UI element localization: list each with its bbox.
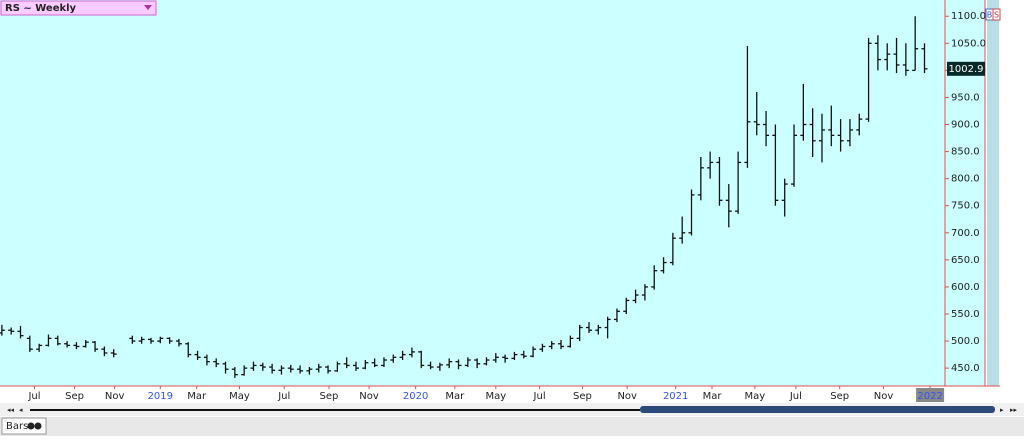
scroll-left[interactable]: ◂ <box>19 406 23 414</box>
side-strip <box>987 0 999 386</box>
plot: 450.0 500.0 550.0 600.0 650.0 700.0 750.0 800.0… <box>0 11 986 402</box>
tab-icon <box>27 422 35 430</box>
y-tick-label: 950.0 <box>951 92 980 103</box>
x-tick-label: 2020 <box>403 391 428 402</box>
y-tick-label: 550.0 <box>951 309 980 320</box>
y-tick-label: 900.0 <box>951 120 980 131</box>
plot-bg <box>0 0 985 386</box>
x-tick-label: May <box>229 391 250 402</box>
x-tick-label: Sep <box>65 391 84 402</box>
x-tick-label: Mar <box>703 391 723 402</box>
footer-tab-label: Bars <box>6 421 28 432</box>
last-price-box <box>947 61 985 76</box>
x-tick-label: Nov <box>105 391 125 402</box>
dropdown-arrow <box>144 5 152 10</box>
symbol-dropdown[interactable] <box>0 0 157 16</box>
x-tick-label: Mar <box>187 391 207 402</box>
x-tick-label: Sep <box>573 391 592 402</box>
x-tick-highlight <box>916 388 945 402</box>
x-tick-label: May <box>745 391 766 402</box>
x-tick-label: Jul <box>277 391 290 402</box>
x-tick-label: 2022 <box>917 391 942 402</box>
y-tick-label: 600.0 <box>951 282 980 293</box>
badge-b-text: B <box>987 11 993 20</box>
x-tick-label: Nov <box>874 391 894 402</box>
footer-bar <box>0 417 1024 436</box>
y-tick-label: 850.0 <box>951 147 980 158</box>
x-tick-label: 2019 <box>148 391 173 402</box>
x-tick-label: Mar <box>445 391 465 402</box>
scroll-thumb[interactable] <box>640 406 995 413</box>
scroll-last[interactable]: ▸▸ <box>1010 406 1018 414</box>
y-tick-label: 500.0 <box>951 336 980 347</box>
last-price-label: 1002.9 <box>949 64 984 75</box>
y-tick-label: 450.0 <box>951 363 980 374</box>
y-tick-label: 800.0 <box>951 174 980 185</box>
symbol-label: RS ~ Weekly <box>5 3 77 14</box>
x-tick-label: Jul <box>533 391 546 402</box>
x-tick-label: Nov <box>359 391 379 402</box>
y-tick-label: 1100.0 <box>951 11 986 22</box>
scroll-first[interactable]: ◂◂ <box>7 406 15 414</box>
y-tick-label: 650.0 <box>951 255 980 266</box>
tab-icon <box>34 422 42 430</box>
x-tick-label: Sep <box>830 391 849 402</box>
x-tick-label: May <box>485 391 506 402</box>
x-tick-label: Jul <box>27 391 40 402</box>
x-tick-label: Sep <box>320 391 339 402</box>
x-tick-label: Jul <box>789 391 802 402</box>
badge-s-text: S <box>994 11 999 20</box>
y-tick-label: 700.0 <box>951 228 980 239</box>
scroll-right[interactable]: ▸ <box>1000 406 1004 414</box>
y-tick-label: 750.0 <box>951 201 980 212</box>
footer-tab[interactable] <box>1 417 47 435</box>
x-tick-label: 2021 <box>663 391 688 402</box>
y-tick-label: 1050.0 <box>951 38 986 49</box>
badge-s[interactable] <box>992 8 1001 21</box>
x-tick-label: Nov <box>617 391 637 402</box>
